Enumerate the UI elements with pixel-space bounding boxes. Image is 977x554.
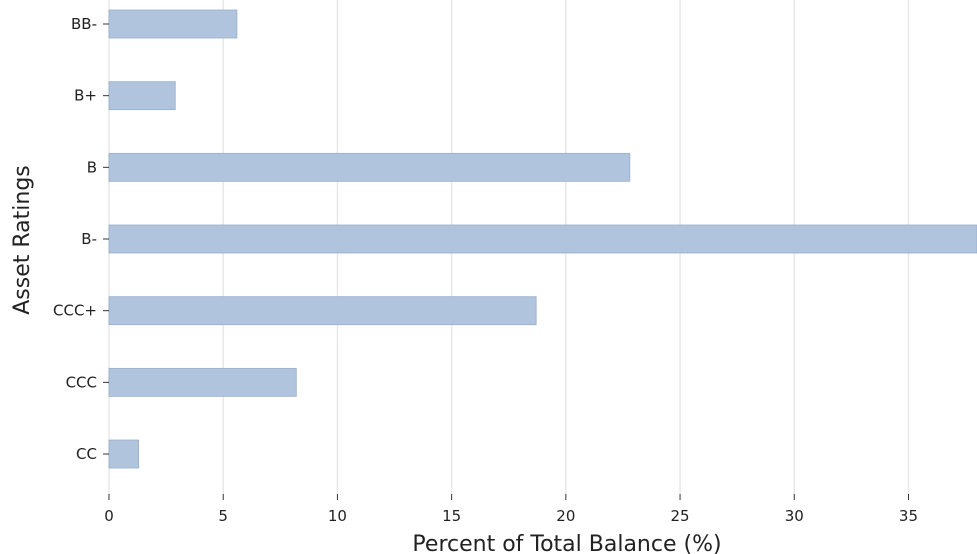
y-axis-label: Asset Ratings [10, 165, 35, 315]
y-tick-label: B- [81, 230, 97, 248]
x-tick-label: 15 [442, 507, 461, 525]
y-tick-label: CCC+ [53, 302, 97, 320]
x-axis-ticks: 0 5 10 15 20 25 30 35 [104, 494, 918, 525]
y-tick-label: B [87, 158, 97, 176]
y-tick-label: CCC [66, 373, 97, 391]
x-tick-label: 30 [785, 507, 804, 525]
bar-B [108, 152, 631, 182]
y-tick-label: B+ [74, 87, 97, 105]
x-tick-label: 20 [556, 507, 575, 525]
x-tick-label: 5 [218, 507, 228, 525]
bar-CCC [108, 367, 297, 397]
bar-CCC+ [108, 296, 537, 326]
x-tick-label: 35 [899, 507, 918, 525]
y-tick-label: CC [76, 445, 97, 463]
y-tick-label: BB- [71, 15, 97, 33]
x-tick-label: 10 [328, 507, 347, 525]
bar-BB- [108, 9, 238, 39]
bar-B- [108, 224, 977, 254]
x-tick-label: 25 [671, 507, 690, 525]
bar-B+ [108, 81, 176, 111]
x-tick-label: 0 [104, 507, 114, 525]
x-axis-label: Percent of Total Balance (%) [412, 532, 721, 554]
bar-CC [108, 439, 140, 469]
bars [108, 9, 977, 469]
